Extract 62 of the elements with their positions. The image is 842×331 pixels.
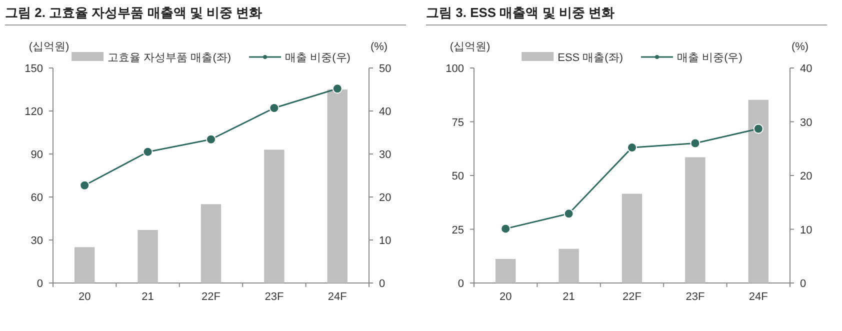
y-axis-title: (십억원) [450,41,490,53]
y-tick-label: 100 [446,63,464,75]
x-tick-label: 24F [748,291,768,303]
y2-axis-title: (%) [791,41,809,53]
y2-tick-label: 30 [379,149,392,161]
x-tick-label: 23F [264,291,284,303]
y-tick-label: 30 [30,235,43,247]
y2-tick-label: 20 [800,170,812,182]
y-tick-label: 0 [458,278,464,290]
bar [74,247,95,283]
y-tick-label: 25 [452,224,464,236]
point [206,134,216,144]
point [142,146,153,157]
y-tick-label: 75 [452,116,464,129]
legend-label: 매출 비중(우) [677,52,742,64]
x-tick-label: 21 [562,291,575,303]
point [753,124,764,134]
legend-label: 매출 비중(우) [285,52,350,64]
y2-tick-label: 40 [800,63,812,75]
bar [200,204,222,283]
bar [685,157,706,283]
bar [264,150,284,283]
bar [138,230,158,283]
bar [622,194,642,283]
y2-tick-label: 50 [379,63,392,75]
x-tick-label: 21 [142,291,154,303]
x-tick-label: 20 [499,291,512,303]
chart-title: 그림 2. 고효율 자성부품 매출액 및 비중 변화 [5,5,262,20]
x-tick-label: 24F [328,291,348,303]
y2-tick-label: 30 [800,116,812,129]
y-tick-label: 50 [452,170,464,182]
x-tick-label: 20 [78,291,91,303]
y2-tick-label: 10 [800,224,812,236]
y2-tick-label: 10 [379,235,392,247]
point [690,138,700,148]
x-tick-label: 22F [622,291,642,303]
legend-label: 고효율 자성부품 매출(좌) [108,52,232,64]
bar [327,90,348,283]
chart-title: 그림 3. ESS 매출액 및 비중 변화 [426,5,615,20]
bar [748,100,769,283]
legend-label: ESS 매출(좌) [558,52,624,64]
y-axis-title: (십억원) [28,41,70,53]
point [332,84,342,94]
y-tick-label: 150 [24,63,43,75]
bar [495,258,516,283]
y2-tick-label: 0 [379,278,386,290]
y2-tick-label: 20 [379,192,392,204]
point [627,142,637,153]
point [564,208,574,219]
point [500,224,511,234]
y2-tick-label: 0 [800,278,806,290]
point [80,180,90,190]
y-tick-label: 90 [30,149,43,161]
x-tick-label: 23F [686,291,705,303]
y-tick-label: 120 [24,106,43,118]
y2-tick-label: 40 [379,106,392,118]
y2-axis-title: (%) [370,41,388,53]
y-tick-label: 60 [30,192,43,204]
y-tick-label: 0 [36,278,43,290]
bar [558,248,579,283]
point [269,102,280,113]
x-tick-label: 22F [202,291,221,303]
